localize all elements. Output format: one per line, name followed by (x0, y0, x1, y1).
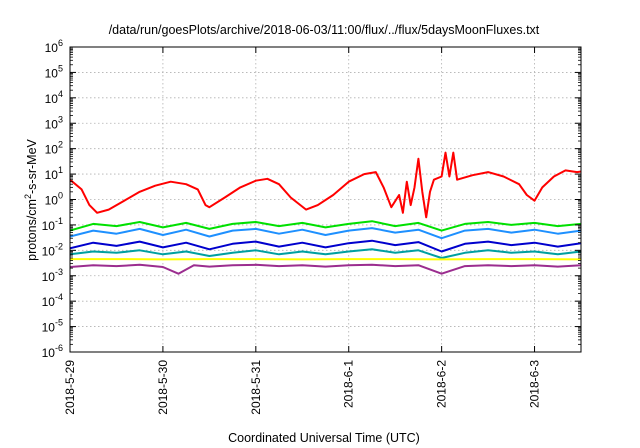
y-tick-base: 10 (42, 270, 56, 284)
y-axis: 10-610-510-410-310-210-11001011021031041… (42, 38, 581, 360)
y-tick-base: 10 (42, 244, 56, 258)
y-tick-exp: -6 (55, 343, 63, 353)
series-line-2 (70, 220, 581, 232)
x-tick-label: 2018-6-3 (528, 360, 542, 408)
y-tick-label: 104 (45, 89, 63, 106)
y-tick-label: 100 (45, 191, 63, 208)
y-tick-base: 10 (42, 219, 56, 233)
y-tick-exp: 1 (58, 165, 63, 175)
y-tick-base: 10 (45, 66, 59, 80)
y-tick-label: 105 (45, 63, 63, 80)
y-tick-label: 10-3 (42, 267, 63, 284)
y-tick-exp: 6 (58, 38, 63, 48)
y-tick-label: 103 (45, 114, 63, 131)
series-line-4 (70, 239, 581, 253)
y-tick-base: 10 (42, 321, 56, 335)
y-tick-exp: -1 (55, 216, 63, 226)
y-tick-label: 101 (45, 165, 63, 182)
x-axis-label: Coordinated Universal Time (UTC) (228, 431, 420, 445)
y-tick-exp: 0 (58, 191, 63, 201)
y-axis-label-main: protons/cm (25, 199, 39, 261)
y-tick-base: 10 (45, 41, 59, 55)
y-tick-exp: -3 (55, 267, 63, 277)
x-tick-label: 2018-5-29 (63, 360, 77, 415)
y-tick-base: 10 (45, 117, 59, 131)
y-tick-label: 10-4 (42, 292, 63, 309)
y-tick-base: 10 (45, 194, 59, 208)
y-axis-label-sup: 2 (23, 194, 33, 199)
y-tick-exp: 4 (58, 89, 63, 99)
y-tick-base: 10 (45, 143, 59, 157)
y-tick-label: 10-6 (42, 343, 63, 360)
y-tick-label: 10-2 (42, 241, 63, 258)
y-tick-base: 10 (45, 92, 59, 106)
x-axis: 2018-5-29 2018-5-30 2018-5-31 2018-6-1 2018-… (63, 47, 542, 415)
y-tick-exp: 5 (58, 63, 63, 73)
x-tick-label: 2018-6-1 (342, 360, 356, 408)
y-tick-exp: -5 (55, 318, 63, 328)
series-line-1 (70, 151, 581, 219)
x-tick-label: 2018-5-31 (249, 360, 263, 415)
y-tick-label: 10-5 (42, 318, 63, 335)
y-tick-exp: 2 (58, 140, 63, 150)
series-line-7 (70, 263, 581, 275)
y-tick-base: 10 (42, 295, 56, 309)
y-tick-label: 106 (45, 38, 63, 55)
series-line-5 (70, 248, 581, 259)
y-tick-label: 102 (45, 140, 63, 157)
series-line-3 (70, 227, 581, 240)
y-tick-base: 10 (42, 346, 56, 360)
y-tick-label: 10-1 (42, 216, 63, 233)
y-tick-base: 10 (45, 168, 59, 182)
chart-title: /data/run/goesPlots/archive/2018-06-03/1… (109, 23, 540, 37)
y-tick-exp: 3 (58, 114, 63, 124)
x-tick-label: 2018-5-30 (156, 360, 170, 415)
y-tick-exp: -2 (55, 241, 63, 251)
y-axis-label-unit: -s-sr-MeV (25, 138, 39, 194)
y-axis-label: protons/cm2-s-sr-MeV (23, 138, 39, 260)
y-tick-exp: -4 (55, 292, 63, 302)
series-group (70, 151, 581, 275)
x-tick-label: 2018-6-2 (435, 360, 449, 408)
